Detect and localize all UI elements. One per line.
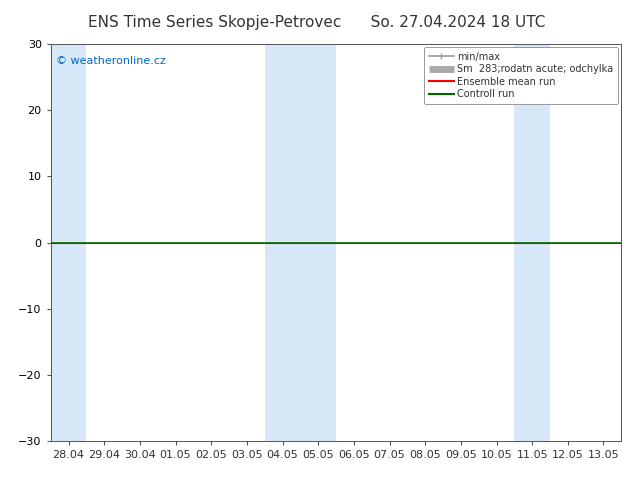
Legend: min/max, Sm  283;rodatn acute; odchylka, Ensemble mean run, Controll run: min/max, Sm 283;rodatn acute; odchylka, … [424, 47, 618, 104]
Bar [264, 44, 336, 441]
Bar [51, 44, 86, 441]
Text: © weatheronline.cz: © weatheronline.cz [56, 56, 166, 66]
Text: ENS Time Series Skopje-Petrovec      So. 27.04.2024 18 UTC: ENS Time Series Skopje-Petrovec So. 27.0… [88, 15, 546, 30]
Bar [514, 44, 550, 441]
